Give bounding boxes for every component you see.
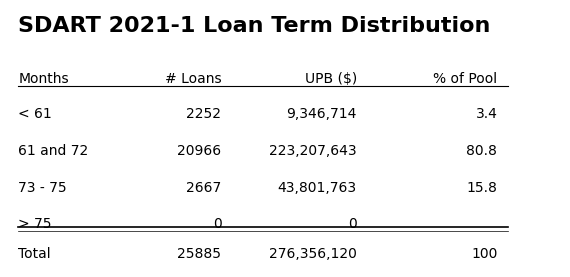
Text: 223,207,643: 223,207,643 — [269, 144, 357, 158]
Text: Months: Months — [18, 72, 69, 86]
Text: 15.8: 15.8 — [466, 181, 497, 194]
Text: < 61: < 61 — [18, 107, 52, 121]
Text: 9,346,714: 9,346,714 — [286, 107, 357, 121]
Text: % of Pool: % of Pool — [433, 72, 497, 86]
Text: UPB ($): UPB ($) — [304, 72, 357, 86]
Text: 276,356,120: 276,356,120 — [269, 247, 357, 261]
Text: 2667: 2667 — [186, 181, 221, 194]
Text: Total: Total — [18, 247, 51, 261]
Text: 43,801,763: 43,801,763 — [278, 181, 357, 194]
Text: 61 and 72: 61 and 72 — [18, 144, 89, 158]
Text: 73 - 75: 73 - 75 — [18, 181, 67, 194]
Text: > 75: > 75 — [18, 217, 52, 231]
Text: # Loans: # Loans — [165, 72, 221, 86]
Text: 25885: 25885 — [177, 247, 221, 261]
Text: 80.8: 80.8 — [466, 144, 497, 158]
Text: 3.4: 3.4 — [475, 107, 497, 121]
Text: SDART 2021-1 Loan Term Distribution: SDART 2021-1 Loan Term Distribution — [18, 16, 491, 36]
Text: 2252: 2252 — [186, 107, 221, 121]
Text: 0: 0 — [348, 217, 357, 231]
Text: 0: 0 — [213, 217, 221, 231]
Text: 100: 100 — [471, 247, 497, 261]
Text: 20966: 20966 — [177, 144, 221, 158]
